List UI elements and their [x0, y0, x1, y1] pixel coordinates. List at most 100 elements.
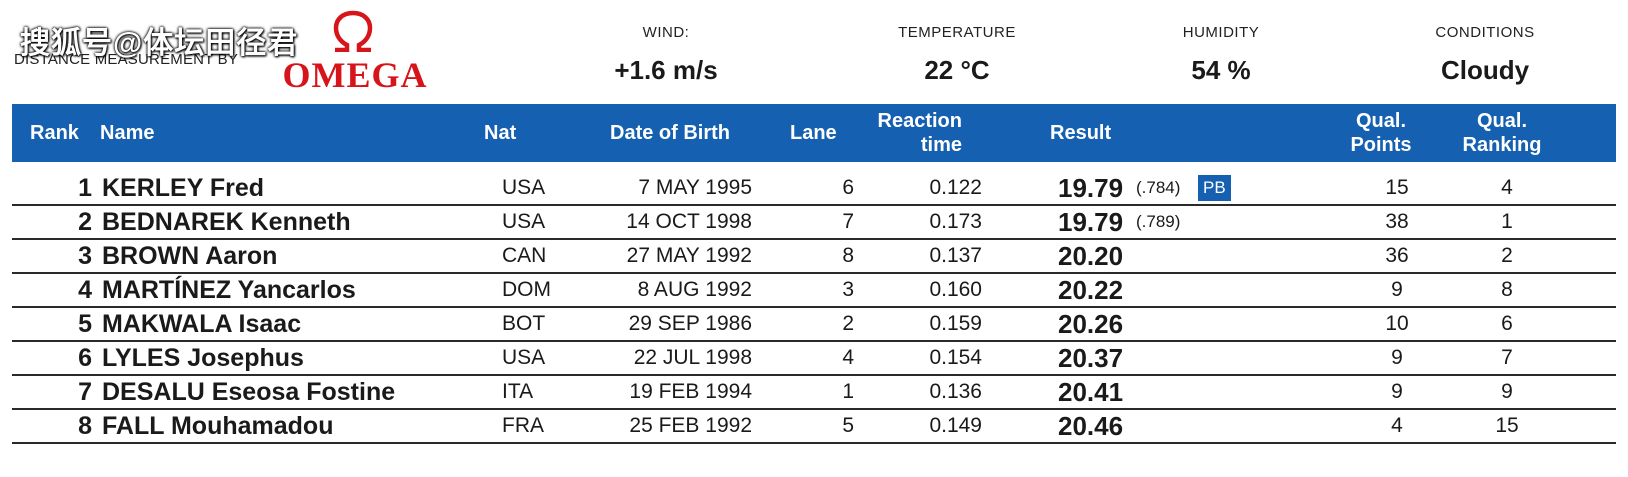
table-row: 3 BROWN Aaron CAN 27 MAY 1992 8 0.137 20… — [12, 240, 1616, 274]
date-of-birth-cell: 7 MAY 1995 — [638, 176, 752, 199]
rank-cell: 5 — [78, 309, 92, 338]
conditions-block: CONDITIONS Cloudy — [1375, 24, 1595, 86]
reaction-time-cell: 0.154 — [929, 346, 982, 369]
omega-wordmark: OMEGA — [282, 55, 428, 95]
qual-ranking-cell: 1 — [1501, 210, 1513, 233]
qual-ranking-cell: 8 — [1501, 278, 1513, 301]
rank-cell: 4 — [78, 275, 92, 304]
wind-label: WIND: — [642, 24, 690, 41]
result-cell: 20.41 — [1058, 376, 1124, 407]
record-badge-cell: PB — [1198, 172, 1238, 204]
lane-cell: 6 — [842, 176, 854, 199]
conditions-label: CONDITIONS — [1435, 24, 1535, 41]
qual-points-cell: 36 — [1385, 244, 1409, 267]
date-of-birth-cell: 22 JUL 1998 — [633, 346, 752, 369]
column-qual-ranking: Qual. Ranking — [1452, 104, 1552, 162]
qual-ranking-cell: 15 — [1495, 414, 1519, 437]
omega-symbol-icon — [333, 10, 373, 52]
nationality-cell: CAN — [502, 244, 547, 267]
reaction-time-cell: 0.122 — [929, 176, 982, 199]
nationality-cell: ITA — [502, 380, 534, 403]
table-row: 6 LYLES Josephus USA 22 JUL 1998 4 0.154… — [12, 342, 1616, 376]
lane-cell: 1 — [842, 380, 854, 403]
table-row: 8 FALL Mouhamadou FRA 25 FEB 1992 5 0.14… — [12, 410, 1616, 444]
qual-points-cell: 9 — [1391, 278, 1403, 301]
column-qual-ranking-line1: Qual. — [1476, 110, 1527, 132]
results-header: DISTANCE MEASUREMENT BY 搜狐号@体坛田径君 OMEGA … — [0, 0, 1628, 105]
athlete-name: LYLES Josephus — [102, 343, 304, 372]
result-cell: 19.79 — [1058, 172, 1124, 203]
column-reaction-line1: Reaction — [877, 110, 962, 132]
qual-ranking-cell: 2 — [1501, 244, 1513, 267]
lane-cell: 5 — [842, 414, 854, 437]
athlete-name: BROWN Aaron — [102, 241, 278, 270]
column-date-of-birth: Date of Birth — [610, 122, 730, 144]
column-reaction-line2: time — [920, 134, 962, 156]
rank-cell: 1 — [78, 173, 92, 202]
conditions-value: Cloudy — [1440, 55, 1530, 85]
athlete-name: DESALU Eseosa Fostine — [102, 377, 396, 406]
table-header: Rank Name Nat Date of Birth Lane Reactio… — [12, 104, 1616, 162]
result-cell: 19.79 — [1058, 206, 1124, 237]
lane-cell: 8 — [842, 244, 854, 267]
reaction-time-cell: 0.149 — [929, 414, 982, 437]
humidity-label: HUMIDITY — [1182, 24, 1260, 41]
pb-badge: PB — [1198, 175, 1231, 201]
table-row: 7 DESALU Eseosa Fostine ITA 19 FEB 1994 … — [12, 376, 1616, 410]
reaction-time-cell: 0.173 — [929, 210, 982, 233]
athlete-name: KERLEY Fred — [102, 173, 265, 202]
result-cell: 20.22 — [1058, 274, 1124, 305]
rank-cell: 7 — [78, 377, 92, 406]
qual-points-cell: 15 — [1385, 176, 1409, 199]
date-of-birth-cell: 25 FEB 1992 — [629, 414, 752, 437]
wind-block: WIND: +1.6 m/s — [556, 24, 776, 86]
lane-cell: 7 — [842, 210, 854, 233]
column-lane: Lane — [790, 122, 837, 144]
lane-cell: 3 — [842, 278, 854, 301]
column-qual-points: Qual. Points — [1346, 104, 1416, 162]
result-cell: 20.20 — [1058, 240, 1124, 271]
column-result: Result — [1050, 122, 1112, 144]
table-row: 1 KERLEY Fred USA 7 MAY 1995 6 0.122 19.… — [12, 172, 1616, 206]
table-row: 5 MAKWALA Isaac BOT 29 SEP 1986 2 0.159 … — [12, 308, 1616, 342]
omega-logo: OMEGA — [275, 10, 435, 95]
lane-cell: 2 — [842, 312, 854, 335]
reaction-time-cell: 0.159 — [929, 312, 982, 335]
rank-cell: 6 — [78, 343, 92, 372]
temperature-value: 22 °C — [924, 55, 990, 85]
table-row: 4 MARTÍNEZ Yancarlos DOM 8 AUG 1992 3 0.… — [12, 274, 1616, 308]
nationality-cell: USA — [502, 346, 546, 369]
nationality-cell: FRA — [502, 414, 544, 437]
humidity-value: 54 % — [1191, 55, 1251, 85]
nationality-cell: BOT — [502, 312, 546, 335]
qual-points-cell: 4 — [1391, 414, 1403, 437]
result-cell: 20.26 — [1058, 308, 1124, 339]
table-row: 2 BEDNAREK Kenneth USA 14 OCT 1998 7 0.1… — [12, 206, 1616, 240]
athlete-name: BEDNAREK Kenneth — [102, 207, 351, 236]
column-name: Name — [100, 122, 155, 144]
result-cell: 20.37 — [1058, 342, 1124, 373]
reaction-time-cell: 0.160 — [929, 278, 982, 301]
watermark: 搜狐号@体坛田径君 — [20, 27, 299, 60]
distance-measurement-label: DISTANCE MEASUREMENT BY — [14, 51, 239, 68]
nationality-cell: DOM — [502, 278, 551, 301]
date-of-birth-cell: 29 SEP 1986 — [628, 312, 752, 335]
qual-points-cell: 9 — [1391, 380, 1403, 403]
column-nat: Nat — [484, 122, 517, 144]
result-cell: 20.46 — [1058, 410, 1124, 441]
date-of-birth-cell: 8 AUG 1992 — [637, 278, 752, 301]
humidity-block: HUMIDITY 54 % — [1111, 24, 1331, 86]
date-of-birth-cell: 19 FEB 1994 — [629, 380, 752, 403]
qual-points-cell: 38 — [1385, 210, 1409, 233]
athlete-name: MARTÍNEZ Yancarlos — [102, 275, 356, 304]
date-of-birth-cell: 27 MAY 1992 — [626, 244, 752, 267]
tiebreak-cell: (.789) — [1136, 212, 1181, 231]
results-table-body: 1 KERLEY Fred USA 7 MAY 1995 6 0.122 19.… — [12, 172, 1616, 444]
qual-points-cell: 10 — [1385, 312, 1409, 335]
rank-cell: 3 — [78, 241, 92, 270]
wind-value: +1.6 m/s — [614, 55, 718, 85]
tiebreak-cell: (.784) — [1136, 178, 1181, 197]
athlete-name: FALL Mouhamadou — [102, 411, 334, 440]
reaction-time-cell: 0.136 — [929, 380, 982, 403]
rank-cell: 8 — [78, 411, 92, 440]
